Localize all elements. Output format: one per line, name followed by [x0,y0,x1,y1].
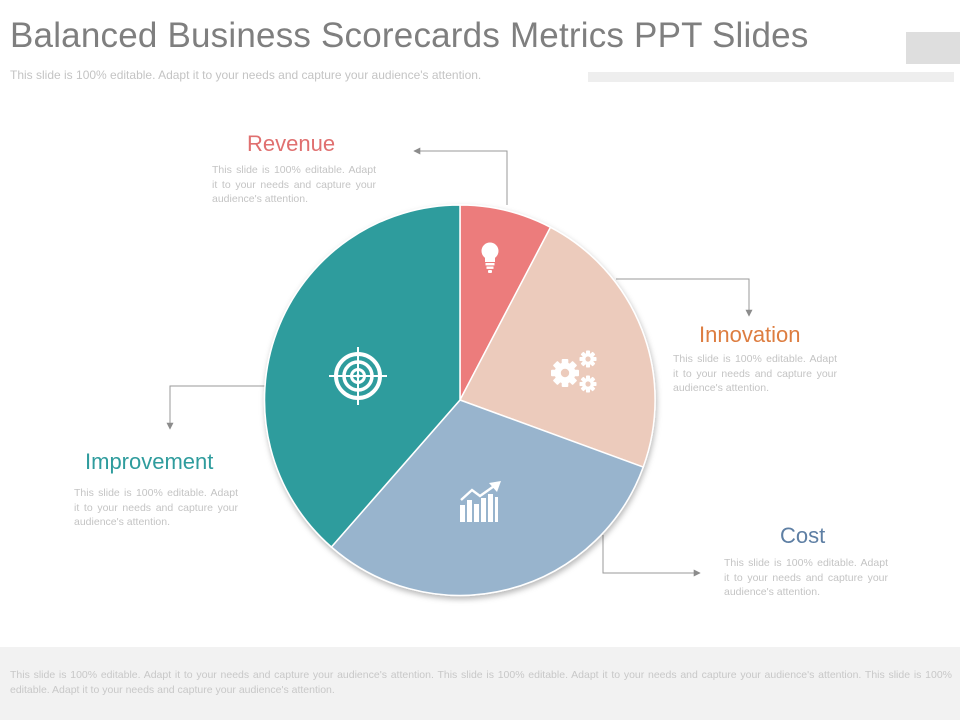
innovation-slice [458,226,656,469]
scorecard-pie-diagram [166,147,753,597]
cost-connector [602,535,701,577]
innovation-connector [616,278,753,317]
cost-description: This slide is 100% editable. Adapt it to… [724,557,888,598]
revenue-label: Revenue [247,131,336,156]
cost-label: Cost [780,523,826,548]
improvement-description: This slide is 100% editable. Adapt it to… [74,487,238,528]
revenue-description: This slide is 100% editable. Adapt it to… [212,164,376,205]
innovation-label: Innovation [699,322,801,347]
cost-slice [330,399,645,597]
bar-chart-growth-icon [460,481,501,522]
revenue-connector [413,147,508,205]
lightbulb-icon [481,242,499,273]
footer-panel [0,647,960,720]
top-corner-decoration [906,32,960,64]
page-title: Balanced Business Scorecards Metrics PPT… [10,16,809,55]
page-subtitle: This slide is 100% editable. Adapt it to… [10,68,482,82]
gears-icon [551,350,597,393]
improvement-connector [166,385,266,430]
improvement-label: Improvement [85,449,214,474]
footer-text: This slide is 100% editable. Adapt it to… [10,669,952,696]
innovation-description: This slide is 100% editable. Adapt it to… [673,353,837,394]
target-icon [329,347,387,405]
header-divider-bar [588,72,954,82]
